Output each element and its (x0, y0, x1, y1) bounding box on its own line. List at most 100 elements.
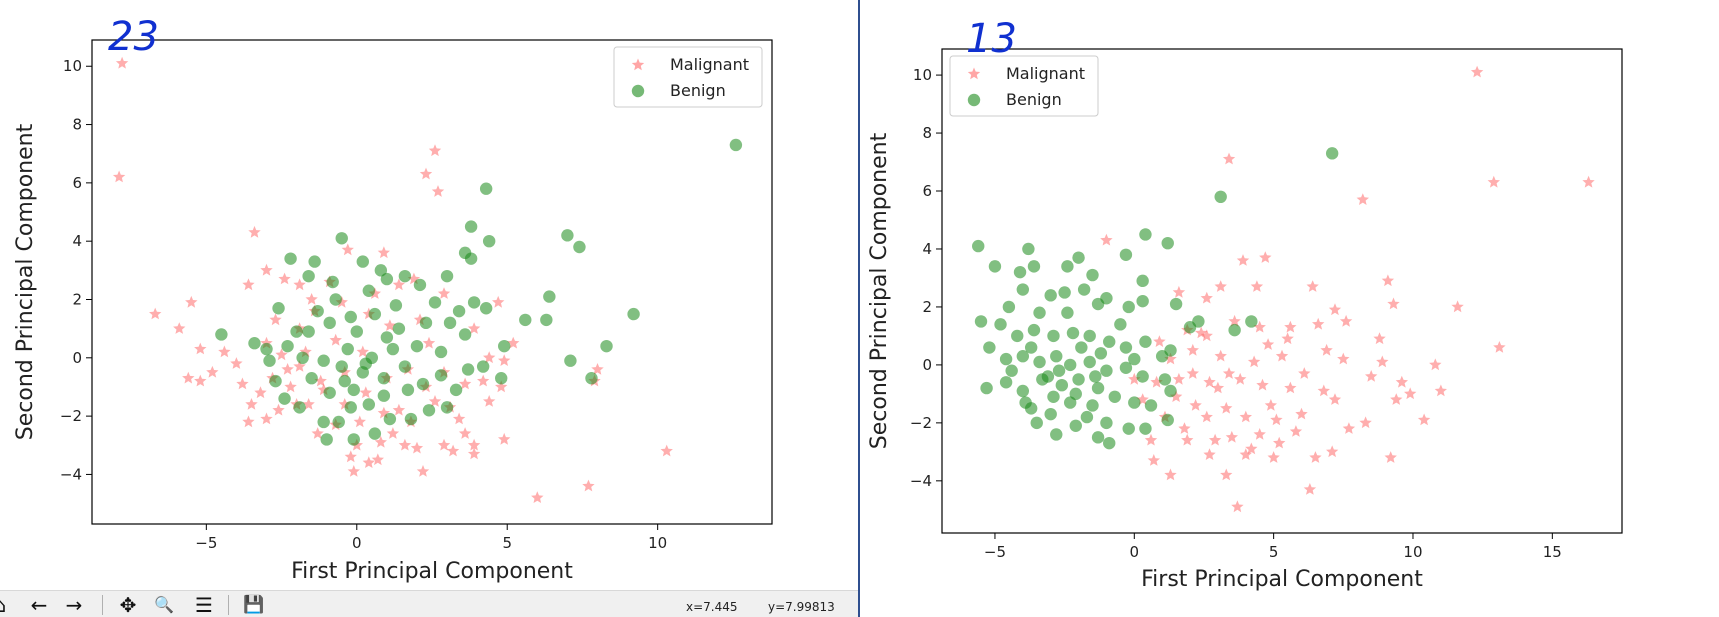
benign-point (308, 255, 321, 268)
malignant-point (1493, 341, 1506, 353)
zoom-icon[interactable]: 🔍 (154, 595, 174, 614)
malignant-point (1203, 375, 1216, 388)
malignant-point (1306, 280, 1319, 292)
benign-point (350, 325, 363, 338)
legend-label: Benign (1006, 90, 1062, 109)
forward-arrow-icon[interactable]: → (65, 593, 83, 617)
benign-point (1139, 228, 1152, 241)
benign-point (519, 313, 532, 327)
malignant-point (368, 287, 381, 299)
x-tick-label: 0 (352, 534, 362, 552)
back-arrow-icon[interactable]: ← (30, 593, 48, 617)
malignant-point (1373, 332, 1386, 345)
malignant-point (311, 427, 324, 439)
malignant-point (467, 438, 481, 451)
benign-point (1091, 431, 1105, 444)
malignant-point (1312, 317, 1325, 330)
benign-point (1027, 323, 1041, 337)
benign-point (1100, 364, 1113, 377)
malignant-point (1220, 468, 1233, 481)
benign-point (1072, 251, 1085, 264)
benign-point (380, 331, 394, 344)
benign-point (443, 316, 457, 330)
benign-point (377, 372, 391, 385)
malignant-point (242, 415, 255, 428)
benign-point (269, 374, 282, 388)
malignant-point (260, 263, 273, 276)
benign-point (359, 357, 373, 370)
benign-point (1041, 370, 1055, 383)
benign-point (329, 293, 342, 306)
malignant-point (1181, 433, 1194, 446)
benign-point (422, 404, 436, 417)
y-tick-label: 8 (922, 124, 932, 142)
y-tick-label: −4 (60, 465, 82, 483)
benign-point (1091, 297, 1105, 311)
benign-point (293, 401, 306, 414)
pan-icon[interactable]: ✥ (119, 593, 137, 617)
benign-point (296, 351, 309, 365)
benign-point (972, 239, 985, 253)
benign-point (377, 389, 391, 402)
legend-box (613, 46, 763, 108)
benign-point (413, 278, 427, 292)
benign-point (1050, 350, 1063, 363)
benign-point (476, 360, 490, 373)
benign-point (362, 398, 376, 411)
benign-point (452, 304, 466, 318)
malignant-point (1200, 410, 1213, 423)
benign-point (1061, 260, 1074, 273)
malignant-point (437, 438, 451, 451)
toolbar-separator (228, 595, 229, 615)
benign-point (1005, 364, 1018, 377)
benign-point (302, 325, 315, 338)
malignant-point (1267, 451, 1280, 463)
malignant-point (467, 447, 481, 460)
malignant-point (374, 435, 387, 448)
benign-point (585, 372, 598, 385)
malignant-point (1284, 381, 1297, 394)
malignant-point (112, 170, 126, 183)
malignant-point (498, 432, 511, 445)
malignant-point (495, 380, 508, 393)
benign-point (1136, 370, 1149, 383)
configure-icon[interactable]: ☰ (195, 593, 213, 617)
benign-point (1128, 396, 1141, 409)
benign-point (1136, 274, 1149, 288)
benign-point (440, 269, 454, 283)
y-tick-label: −2 (910, 414, 932, 432)
malignant-point (1470, 65, 1484, 78)
cursor-y-readout: y=7.99813 (768, 600, 835, 614)
malignant-point (248, 225, 261, 238)
malignant-point (428, 395, 442, 407)
x-tick-label: 5 (1269, 543, 1279, 561)
benign-point (1136, 294, 1149, 308)
scatter-points (972, 65, 1595, 513)
benign-point (1083, 355, 1096, 369)
malignant-point (446, 444, 460, 457)
malignant-point (359, 386, 372, 399)
benign-point (272, 302, 285, 315)
y-tick-label: 6 (72, 174, 82, 192)
benign-point (999, 352, 1013, 366)
malignant-point (410, 441, 424, 454)
benign-point (302, 269, 315, 283)
malignant-point (281, 363, 294, 375)
benign-point (311, 304, 324, 318)
malignant-point (115, 56, 129, 69)
home-icon[interactable]: ⌂ (0, 593, 14, 617)
x-axis-label: First Principal Component (1141, 567, 1423, 592)
benign-point (627, 307, 640, 321)
malignant-point (1582, 175, 1595, 188)
malignant-point (1172, 285, 1186, 298)
malignant-point (1295, 407, 1308, 420)
toolbar-separator (102, 595, 103, 615)
benign-point (1063, 358, 1077, 372)
benign-point (1144, 399, 1158, 412)
benign-point (323, 316, 336, 330)
benign-point (1103, 436, 1116, 450)
benign-point (1069, 387, 1082, 401)
legend-label: Malignant (1006, 64, 1085, 83)
malignant-point (1253, 428, 1266, 440)
save-icon[interactable]: 💾 (243, 595, 265, 615)
